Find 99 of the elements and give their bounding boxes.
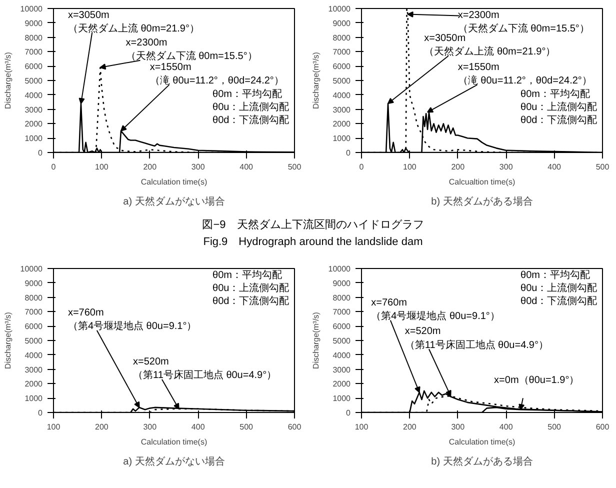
y-tick-label: 3000 xyxy=(332,105,352,114)
y-tick-label: 5000 xyxy=(332,76,352,86)
y-tick-label: 7000 xyxy=(24,48,44,57)
y-tick-label: 2000 xyxy=(24,380,44,389)
x-tick-label: 100 xyxy=(95,162,109,172)
y-tick-label: 2000 xyxy=(24,120,44,129)
y-tick-label: 1000 xyxy=(332,394,352,404)
y-tick-label: 0 xyxy=(346,148,352,158)
annotation: x=2300m （天然ダム下流 θ0m=15.5°） xyxy=(458,10,590,35)
y-tick-label: 9000 xyxy=(24,18,44,28)
annotation: θ0d：下流側勾配 xyxy=(520,294,598,307)
y-tick-label: 6000 xyxy=(24,322,44,332)
y-tick-label: 0 xyxy=(38,408,44,418)
y-axis-title: Discharge(m³/s) xyxy=(3,312,12,369)
annotation: x=0m（θ0u=1.9°） xyxy=(494,375,580,386)
x-tick-label: 100 xyxy=(46,422,61,432)
y-tick-label: 0 xyxy=(346,408,352,418)
x-tick-label: 300 xyxy=(191,162,206,172)
x-tick-label: 200 xyxy=(451,162,466,172)
y-tick-label: 8000 xyxy=(24,33,44,42)
caption: Fig.9 Hydrograph around the landslide dam xyxy=(203,236,423,248)
y-tick-label: 4000 xyxy=(332,90,352,100)
text: b) 天然ダムがある場合 xyxy=(431,196,533,208)
x-tick-label: 400 xyxy=(240,162,254,172)
y-tick-label: 1000 xyxy=(24,134,44,144)
y-tick-label: 8000 xyxy=(332,293,352,302)
annotation: x=760m （第4号堰堤地点 θ0u=9.1°） xyxy=(68,307,197,332)
x-tick-label: 100 xyxy=(403,162,417,172)
annotation: θ0u：上流側勾配 xyxy=(212,282,290,294)
y-tick-label: 1000 xyxy=(24,394,44,404)
x-tick-label: 0 xyxy=(51,162,56,172)
x-tick-label: 600 xyxy=(596,422,610,432)
y-tick-label: 8000 xyxy=(332,33,352,42)
x-tick-label: 100 xyxy=(354,422,369,432)
y-tick-label: 4000 xyxy=(24,90,44,100)
y-axis-title: Discharge(m³/s) xyxy=(311,52,320,109)
y-tick-label: 9000 xyxy=(332,278,352,288)
x-tick-label: 200 xyxy=(95,422,109,432)
y-tick-label: 10000 xyxy=(20,264,44,274)
x-tick-label: 200 xyxy=(403,422,417,432)
annotation: θ0d：下流側勾配 xyxy=(212,114,290,126)
y-tick-label: 6000 xyxy=(332,62,352,72)
x-axis-title: Calculation time(s) xyxy=(140,438,208,446)
y-tick-label: 7000 xyxy=(332,48,352,57)
x-tick-label: 600 xyxy=(288,422,302,432)
y-axis-title: Discharge(m³/s) xyxy=(3,52,12,109)
x-axis-title: Calculation time(s) xyxy=(140,178,208,186)
x-tick-label: 500 xyxy=(548,422,562,432)
y-tick-label: 4000 xyxy=(332,350,352,360)
x-tick-label: 500 xyxy=(596,162,610,172)
y-tick-label: 6000 xyxy=(332,322,352,332)
text: 図−9 天然ダム上下流区間のハイドログラフ xyxy=(202,219,424,231)
text: a) 天然ダムがない場合 xyxy=(123,196,225,208)
annotation: θ0u：上流側勾配 xyxy=(520,101,598,114)
annotation: θ0u：上流側勾配 xyxy=(212,101,290,114)
y-tick-label: 9000 xyxy=(24,278,44,288)
y-tick-label: 4000 xyxy=(24,350,44,360)
y-tick-label: 9000 xyxy=(332,18,352,28)
annotation: x=520m （第11号床固工地点 θ0u=4.9°） xyxy=(404,326,548,351)
annotation: x=520m （第11号床固工地点 θ0u=4.9°） xyxy=(133,356,277,382)
y-tick-label: 0 xyxy=(38,148,44,158)
y-tick-label: 3000 xyxy=(24,365,44,374)
annotation: θ0d：下流側勾配 xyxy=(520,114,598,126)
y-tick-label: 7000 xyxy=(332,308,352,317)
x-tick-label: 300 xyxy=(499,162,514,172)
x-axis-title: Calcualtion time(s) xyxy=(448,178,516,186)
x-tick-label: 400 xyxy=(191,422,206,432)
annotation: θ0m：平均勾配 xyxy=(520,268,590,281)
y-tick-label: 2000 xyxy=(332,120,352,129)
text: a) 天然ダムがない場合 xyxy=(123,456,225,468)
x-tick-label: 300 xyxy=(143,422,158,432)
annotation: θ0m：平均勾配 xyxy=(212,268,282,281)
x-tick-label: 200 xyxy=(143,162,158,172)
y-tick-label: 10000 xyxy=(20,4,44,14)
y-axis-title: Discharge(m³/s) xyxy=(311,312,320,369)
x-tick-label: 500 xyxy=(240,422,254,432)
y-tick-label: 10000 xyxy=(328,264,352,274)
y-tick-label: 5000 xyxy=(24,336,44,346)
y-tick-label: 10000 xyxy=(328,4,352,14)
x-tick-label: 400 xyxy=(499,422,514,432)
y-tick-label: 5000 xyxy=(24,76,44,86)
annotation: θ0d：下流側勾配 xyxy=(212,294,290,307)
y-tick-label: 3000 xyxy=(24,105,44,114)
y-tick-label: 5000 xyxy=(332,336,352,346)
annotation: θ0u：上流側勾配 xyxy=(520,282,598,294)
y-tick-label: 7000 xyxy=(24,308,44,317)
x-axis-title: Calculation time(s) xyxy=(448,438,516,446)
annotation: θ0m：平均勾配 xyxy=(520,88,590,100)
y-tick-label: 3000 xyxy=(332,365,352,374)
y-tick-label: 6000 xyxy=(24,62,44,72)
y-tick-label: 8000 xyxy=(24,293,44,302)
text: b) 天然ダムがある場合 xyxy=(431,456,533,468)
y-tick-label: 1000 xyxy=(332,134,352,144)
x-tick-label: 0 xyxy=(359,162,364,172)
x-tick-label: 500 xyxy=(288,162,302,172)
x-tick-label: 400 xyxy=(548,162,562,172)
y-tick-label: 2000 xyxy=(332,380,352,389)
annotation: θ0m：平均勾配 xyxy=(212,88,282,100)
x-tick-label: 300 xyxy=(451,422,466,432)
